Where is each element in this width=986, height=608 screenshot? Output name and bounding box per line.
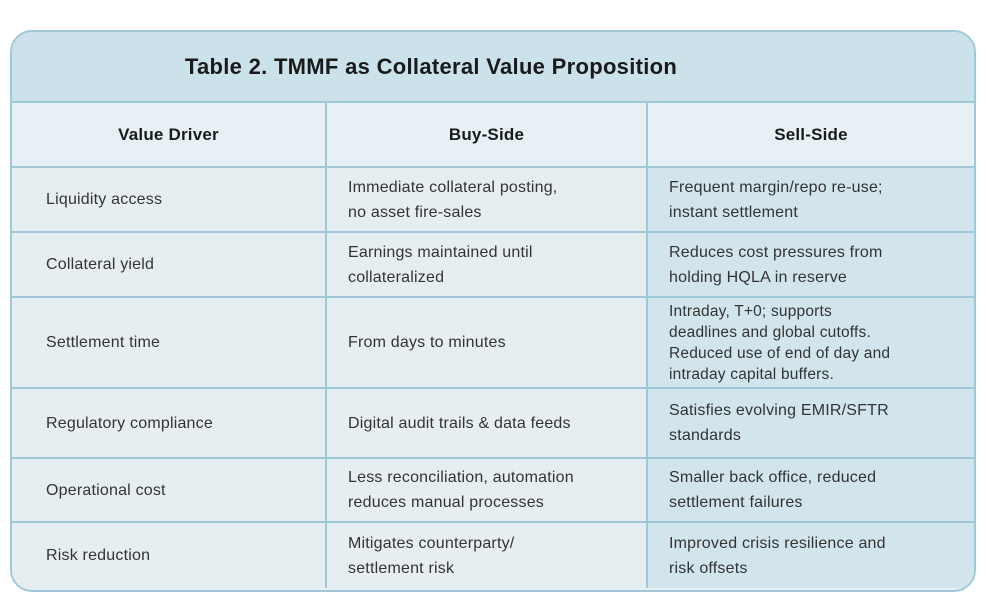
col-header-buy-side: Buy-Side xyxy=(327,103,648,166)
cell-buy-side: Mitigates counterparty/ settlement risk xyxy=(327,521,648,588)
cell-value-driver: Operational cost xyxy=(12,457,327,521)
col-header-sell-side: Sell-Side xyxy=(648,103,974,166)
cell-value-driver: Settlement time xyxy=(12,296,327,387)
col-header-value-driver: Value Driver xyxy=(12,103,327,166)
cell-sell-side: Intraday, T+0; supports deadlines and gl… xyxy=(648,296,974,387)
cell-value-driver: Regulatory compliance xyxy=(12,387,327,457)
cell-buy-side: Less reconciliation, automation reduces … xyxy=(327,457,648,521)
cell-sell-side: Frequent margin/repo re-use; instant set… xyxy=(648,166,974,231)
cell-value-driver: Collateral yield xyxy=(12,231,327,296)
cell-buy-side: Digital audit trails & data feeds xyxy=(327,387,648,457)
cell-buy-side: Earnings maintained until collateralized xyxy=(327,231,648,296)
table-grid: Value Driver Buy-Side Sell-Side Liquidit… xyxy=(12,103,974,588)
cell-buy-side: From days to minutes xyxy=(327,296,648,387)
cell-sell-side: Improved crisis resilience and risk offs… xyxy=(648,521,974,588)
cell-value-driver: Risk reduction xyxy=(12,521,327,588)
table-title: Table 2. TMMF as Collateral Value Propos… xyxy=(184,53,678,79)
cell-sell-side: Smaller back office, reduced settlement … xyxy=(648,457,974,521)
table-card: Table 2. TMMF as Collateral Value Propos… xyxy=(10,30,976,592)
table-title-band: Table 2. TMMF as Collateral Value Propos… xyxy=(12,32,974,103)
cell-sell-side: Reduces cost pressures from holding HQLA… xyxy=(648,231,974,296)
cell-value-driver: Liquidity access xyxy=(12,166,327,231)
cell-buy-side: Immediate collateral posting, no asset f… xyxy=(327,166,648,231)
cell-sell-side: Satisfies evolving EMIR/SFTR standards xyxy=(648,387,974,457)
